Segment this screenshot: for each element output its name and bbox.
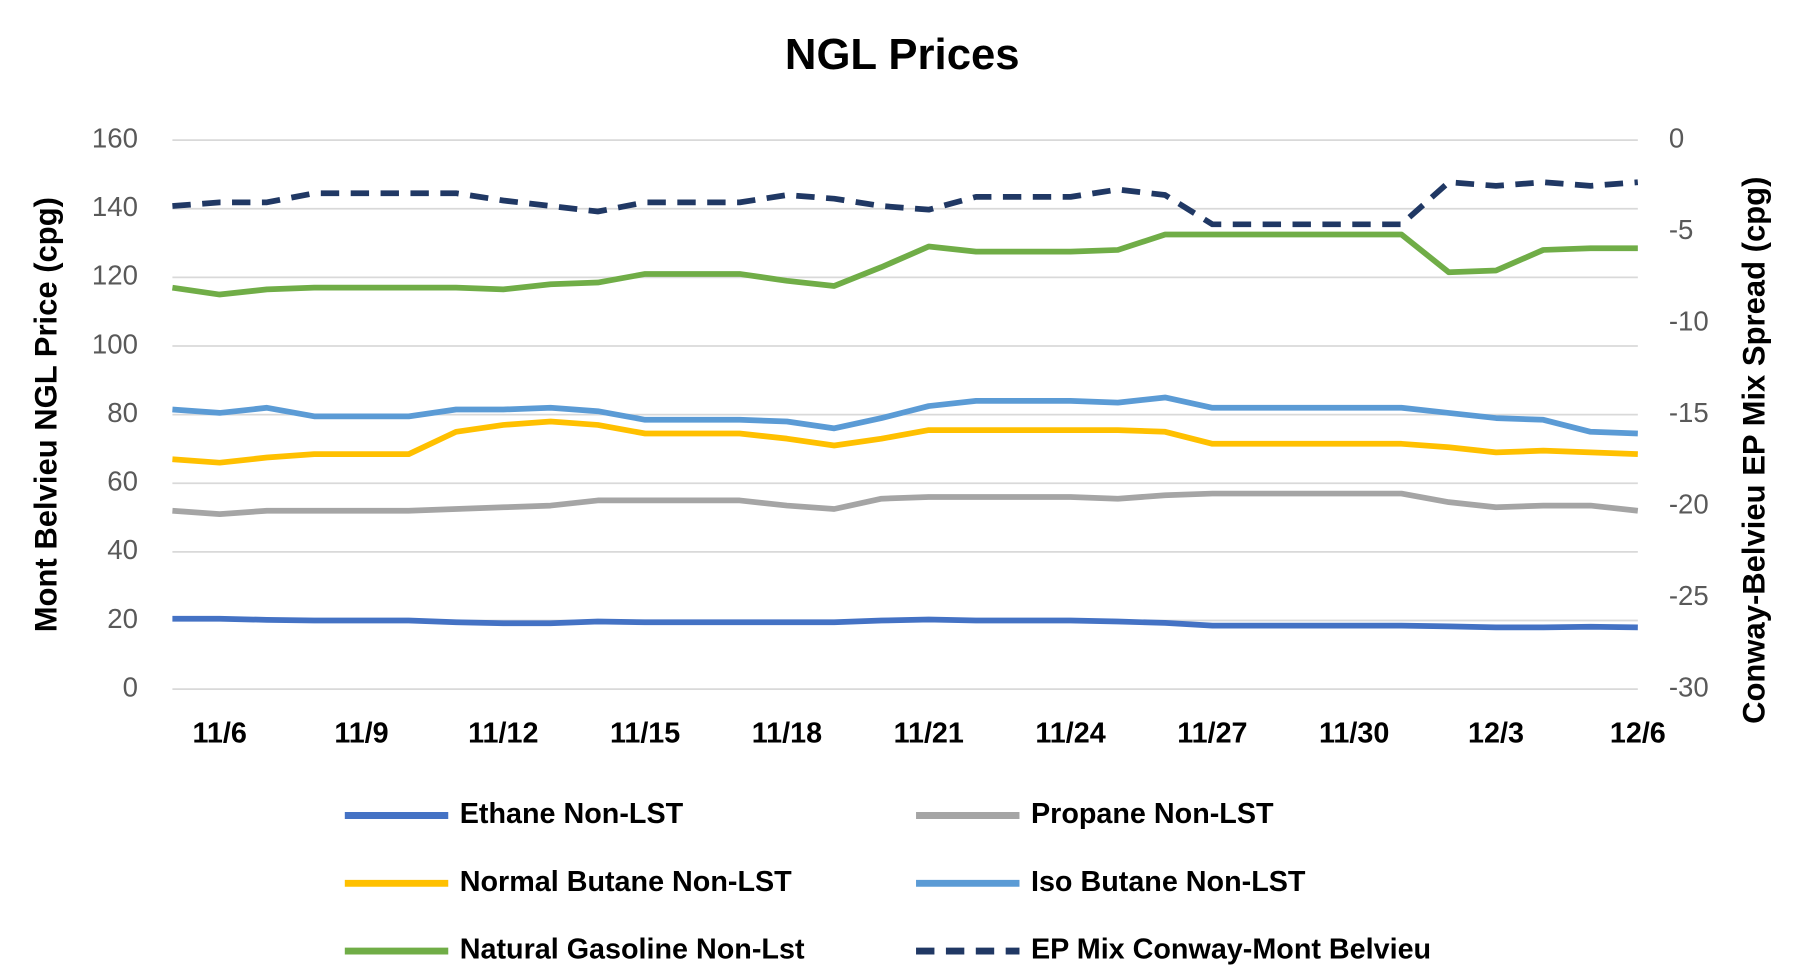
series-line xyxy=(172,179,1639,228)
y2-tick-label: -30 xyxy=(1669,671,1709,702)
chart-title: NGL Prices xyxy=(785,30,1020,79)
legend-label: Propane Non-LST xyxy=(1031,798,1274,830)
y-tick-label: 100 xyxy=(92,328,138,359)
x-tick-label: 11/24 xyxy=(1035,718,1105,750)
legend-label: Normal Butane Non-LST xyxy=(460,866,792,898)
series-line xyxy=(172,615,1638,631)
y2-tick-label: 0 xyxy=(1669,122,1684,153)
series-line xyxy=(171,231,1638,298)
x-tick-label: 12/3 xyxy=(1468,718,1524,750)
x-tick-label: 12/6 xyxy=(1610,718,1666,750)
series-line xyxy=(172,394,1638,437)
y-tick-label: 160 xyxy=(92,122,138,153)
y2-tick-label: -10 xyxy=(1669,305,1709,336)
y-tick-label: 80 xyxy=(107,397,138,428)
x-tick-label: 11/9 xyxy=(334,718,388,750)
x-tick-label: 11/15 xyxy=(610,718,680,750)
y-axis-title: Mont Belvieu NGL Price (cpg) xyxy=(28,197,63,632)
x-tick-label: 11/18 xyxy=(752,718,822,750)
x-tick-label: 11/21 xyxy=(894,718,964,750)
legend-label: Iso Butane Non-LST xyxy=(1031,866,1306,898)
y2-tick-label: -15 xyxy=(1669,397,1709,428)
legend-label: Ethane Non-LST xyxy=(460,798,684,830)
y-tick-label: 0 xyxy=(123,671,138,702)
series-line xyxy=(172,418,1638,466)
y-tick-label: 20 xyxy=(107,603,138,634)
x-tick-label: 11/27 xyxy=(1177,718,1247,750)
x-tick-label: 11/30 xyxy=(1319,718,1389,750)
y2-tick-label: -25 xyxy=(1669,580,1709,611)
x-tick-label: 11/6 xyxy=(193,718,247,750)
x-tick-label: 11/12 xyxy=(468,718,538,750)
legend-label: Natural Gasoline Non-Lst xyxy=(460,934,805,966)
series-line xyxy=(172,490,1639,518)
y2-axis-title: Conway-Belvieu EP Mix Spread (cpg) xyxy=(1736,177,1771,724)
y-tick-label: 40 xyxy=(107,534,138,565)
legend-label: EP Mix Conway-Mont Belvieu xyxy=(1031,934,1431,966)
y-tick-label: 140 xyxy=(92,191,138,222)
y-tick-label: 120 xyxy=(92,260,138,291)
y2-tick-label: -20 xyxy=(1669,488,1709,519)
y2-tick-label: -5 xyxy=(1669,214,1694,245)
y-tick-label: 60 xyxy=(107,466,138,497)
